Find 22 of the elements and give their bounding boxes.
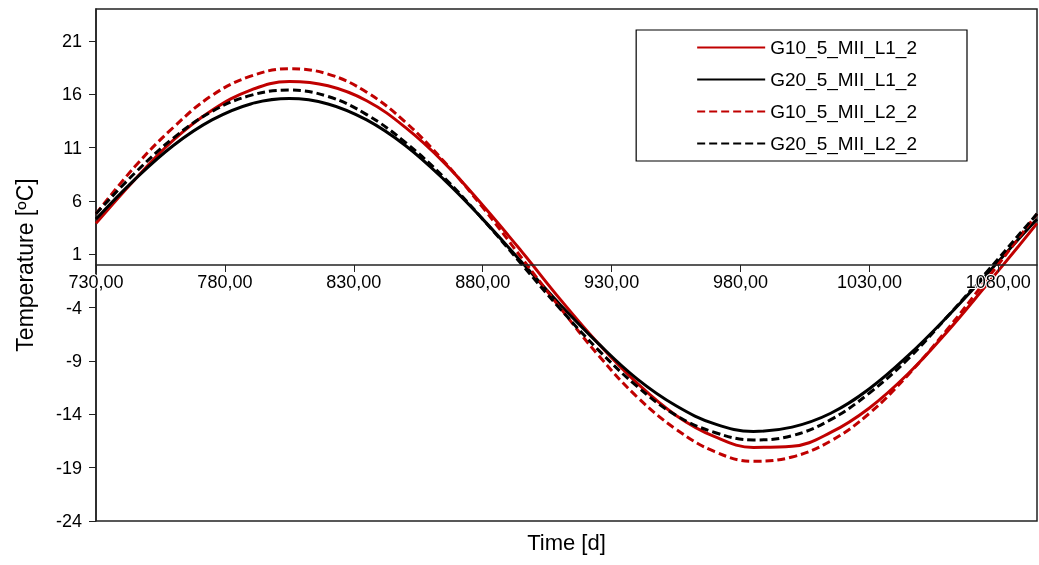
x-tick-label: 980,00: [712, 272, 769, 292]
y-tick-label: 21: [61, 31, 82, 51]
y-tick-label: 16: [61, 84, 82, 105]
y-tick-label: -19: [55, 457, 82, 478]
x-tick-label: 880,00: [455, 272, 511, 292]
y-tick-label: -4: [65, 297, 82, 318]
y-axis-title: Temperature [ºC]: [11, 178, 38, 352]
x-tick-label: 1030,00: [836, 272, 902, 292]
y-tick-label: 11: [63, 137, 82, 158]
y-tick-label: -14: [55, 404, 82, 425]
legend-label: G10_5_MII_L2_2: [770, 101, 918, 123]
x-tick-label: 930,00: [584, 272, 640, 292]
y-tick-label: 1: [71, 244, 82, 265]
legend-label: G20_5_MII_L2_2: [770, 133, 918, 155]
x-tick-label: 780,00: [197, 272, 253, 292]
legend-label: G20_5_MII_L1_2: [770, 69, 918, 91]
y-tick-label: -24: [55, 511, 82, 531]
x-tick-label: 830,00: [326, 272, 382, 292]
x-axis-title: Time [d]: [527, 529, 606, 555]
y-tick-label: -9: [65, 351, 82, 371]
legend-label: G10_5_MII_L1_2: [770, 37, 918, 59]
y-tick-label: 6: [71, 191, 82, 211]
